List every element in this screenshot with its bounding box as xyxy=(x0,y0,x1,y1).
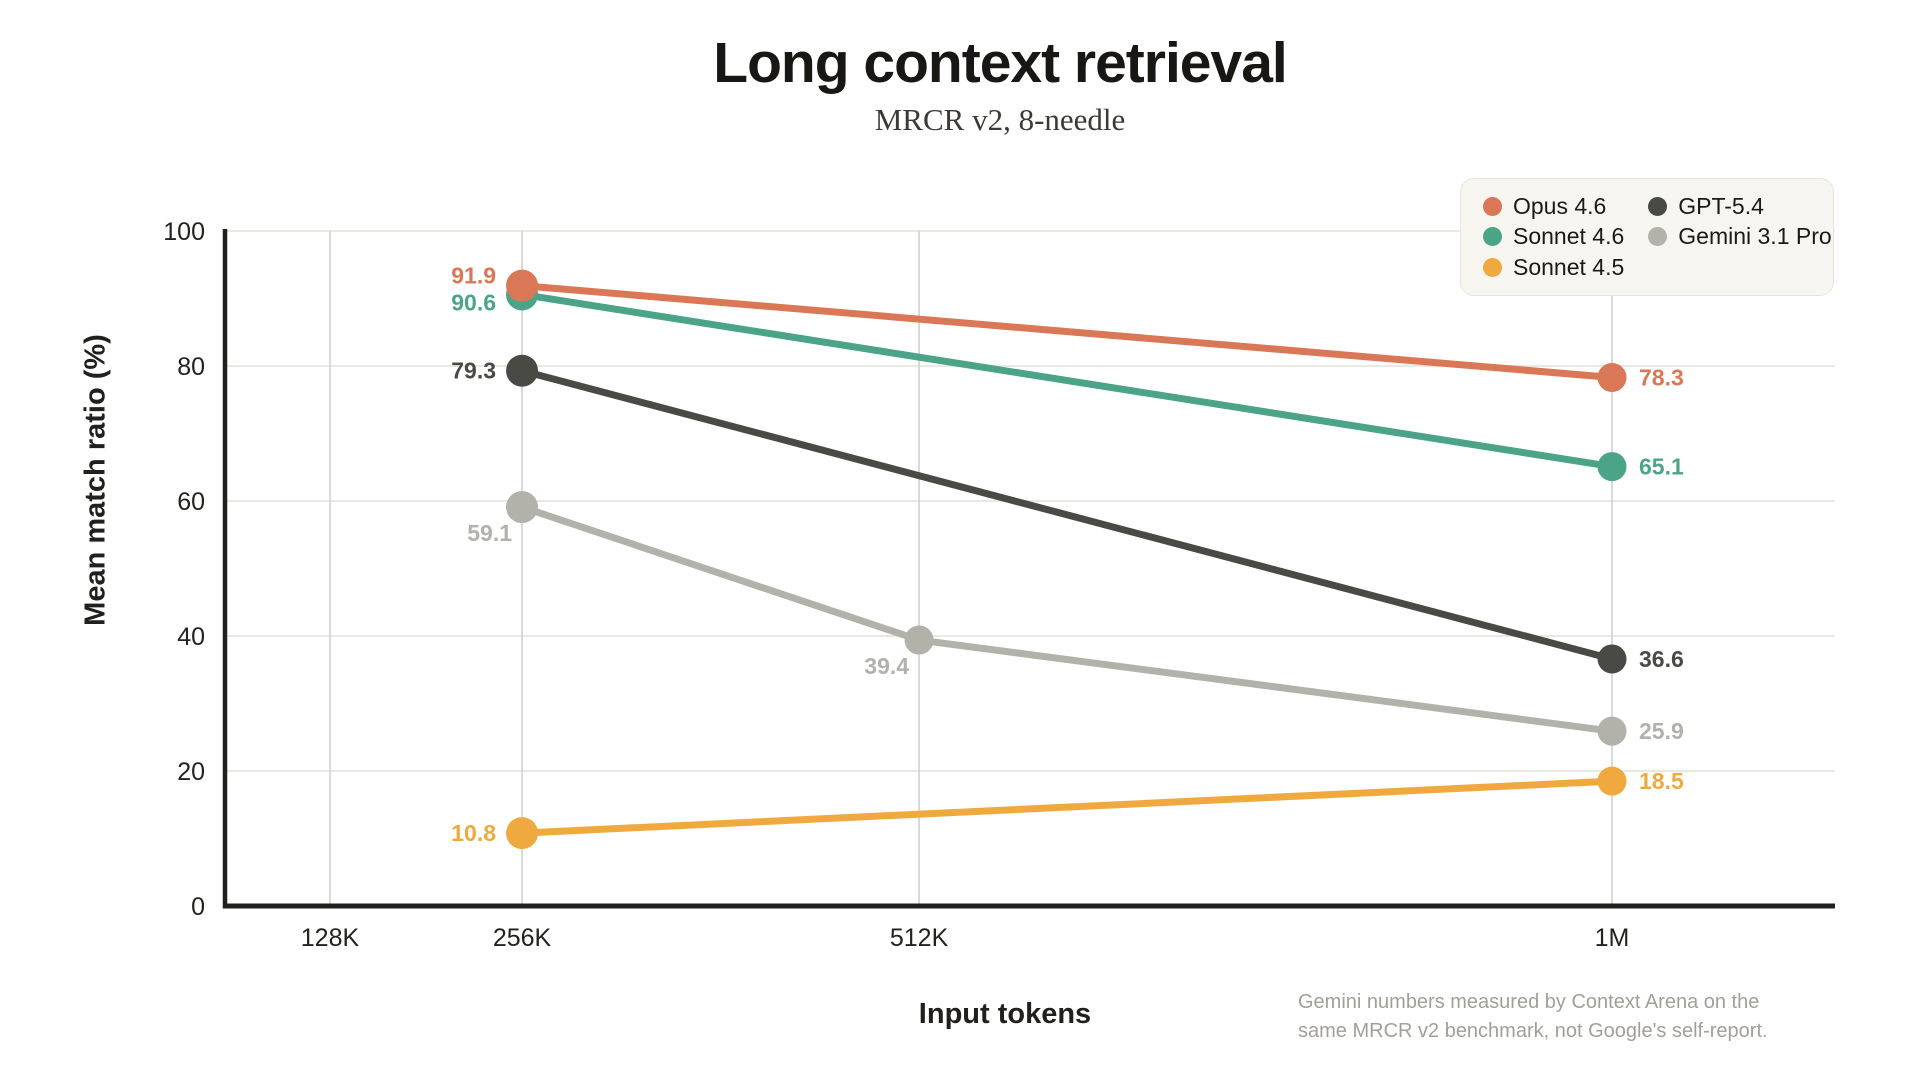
footnote: Gemini numbers measured by Context Arena… xyxy=(1298,991,1768,1042)
series-line-opus-4-6 xyxy=(518,282,1616,381)
legend-color-dot-icon xyxy=(1483,196,1502,216)
legend-color-dot-icon xyxy=(1648,227,1668,247)
legend-color-dot-icon xyxy=(1483,258,1502,278)
data-point xyxy=(506,269,539,302)
y-tick-label-60: 60 xyxy=(177,488,205,516)
data-point xyxy=(1597,766,1627,796)
legend-label: Gemini 3.1 Pro xyxy=(1678,223,1832,250)
data-point-label: 39.4 xyxy=(864,653,909,679)
legend-label: Opus 4.6 xyxy=(1513,192,1607,219)
data-point xyxy=(1597,362,1627,392)
data-point-label: 79.3 xyxy=(451,358,496,384)
x-tick-label-512K: 512K xyxy=(890,924,949,952)
legend-label: GPT-5.4 xyxy=(1678,192,1764,219)
data-point xyxy=(1597,644,1627,674)
data-point-label: 10.8 xyxy=(451,820,496,846)
chart-subtitle: MRCR v2, 8-needle xyxy=(874,102,1126,137)
legend-label: Sonnet 4.6 xyxy=(1513,223,1625,250)
data-point xyxy=(506,354,539,387)
series-line-sonnet-4-5 xyxy=(518,777,1616,837)
series-line-gpt-5-4 xyxy=(518,367,1616,663)
series-line-sonnet-4-6 xyxy=(518,290,1616,471)
x-tick-label-1M: 1M xyxy=(1595,924,1630,952)
data-point xyxy=(1597,716,1627,746)
y-tick-label-100: 100 xyxy=(163,218,205,246)
legend-item-sonnet-4-5: Sonnet 4.5 xyxy=(1483,252,1624,283)
data-point xyxy=(506,491,539,524)
y-tick-label-40: 40 xyxy=(177,623,205,651)
x-tick-label-128K: 128K xyxy=(301,924,360,952)
y-axis-title: Mean match ratio (%) xyxy=(79,334,112,626)
data-point xyxy=(904,625,934,655)
x-tick-label-256K: 256K xyxy=(493,924,552,952)
legend-color-dot-icon xyxy=(1483,227,1502,247)
legend: Opus 4.6 Sonnet 4.6 Sonnet 4.5 GPT-5.4 G… xyxy=(1460,178,1834,296)
y-tick-label-0: 0 xyxy=(191,893,205,921)
data-point-label: 90.6 xyxy=(451,289,496,315)
data-point-label: 59.1 xyxy=(467,520,512,546)
y-tick-label-20: 20 xyxy=(177,758,205,786)
y-tick-label-80: 80 xyxy=(177,353,205,381)
legend-color-dot-icon xyxy=(1648,196,1668,216)
legend-item-gpt-5-4: GPT-5.4 xyxy=(1648,191,1831,222)
x-axis-title: Input tokens xyxy=(918,998,1092,1030)
data-point xyxy=(1597,452,1627,482)
data-point-label: 18.5 xyxy=(1639,768,1684,794)
legend-label: Sonnet 4.5 xyxy=(1513,254,1625,281)
chart-title: Long context retrieval xyxy=(713,31,1287,95)
legend-item-opus-4-6: Opus 4.6 xyxy=(1483,191,1624,222)
data-point-label: 36.6 xyxy=(1639,646,1684,672)
legend-item-gemini-3-1-pro: Gemini 3.1 Pro xyxy=(1648,222,1832,253)
legend-item-sonnet-4-6: Sonnet 4.6 xyxy=(1483,222,1624,253)
data-point-label: 25.9 xyxy=(1639,718,1684,744)
data-point-label: 78.3 xyxy=(1639,364,1684,390)
data-point-label: 65.1 xyxy=(1639,454,1684,480)
data-point xyxy=(506,817,539,850)
data-point-label: 91.9 xyxy=(451,263,496,289)
